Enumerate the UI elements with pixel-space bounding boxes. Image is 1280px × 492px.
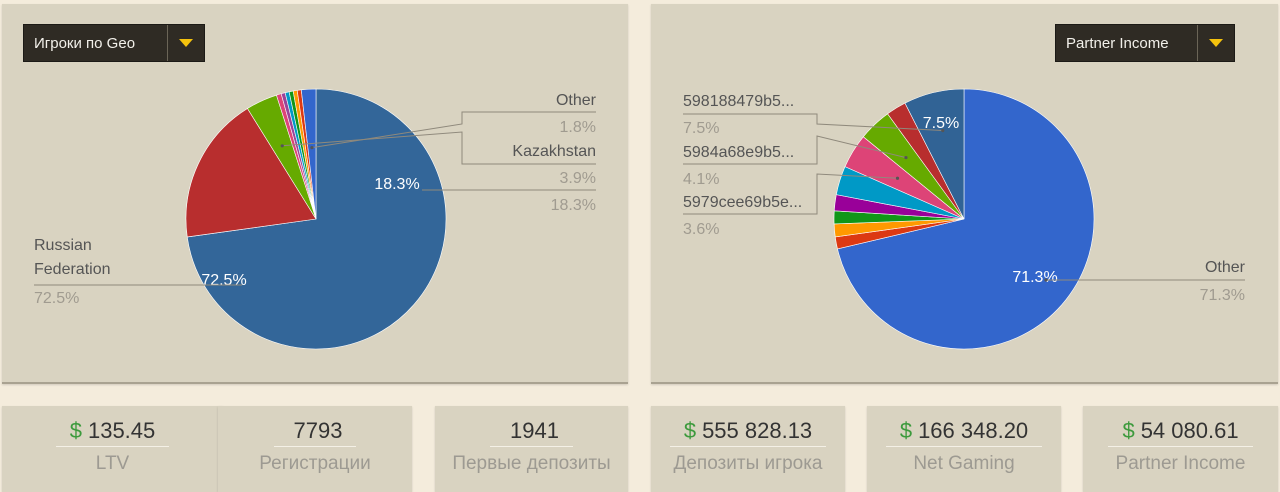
- partner-income-chart-panel: 71.3% 7.5% 598188479b5... 7.5% 5984a68e9b5..…: [651, 4, 1278, 384]
- geo-chart-selector-label: Игроки по Geo: [34, 34, 136, 52]
- callout-name: Kazakhstan: [512, 143, 596, 160]
- callout-leader-line: [683, 135, 907, 165]
- stat-card-net-gaming: $166 348.20 Net Gaming: [867, 406, 1061, 492]
- callout-leader-line: [282, 131, 596, 165]
- stat-value: $555 828.13: [669, 418, 827, 447]
- stat-label: Partner Income: [1115, 453, 1246, 474]
- callout-anchor-dot: [895, 176, 900, 180]
- callout-leader-line: [311, 111, 596, 149]
- stat-card-registrations: 7793 Регистрации: [218, 406, 412, 492]
- callout-anchor-dot: [310, 146, 314, 150]
- stat-value: $135.45: [55, 418, 170, 447]
- stat-number: 7793: [293, 418, 343, 443]
- callout-percent: 3.9%: [560, 170, 596, 187]
- callout-percent: 3.6%: [683, 221, 719, 238]
- stat-label: Net Gaming: [913, 453, 1015, 474]
- callout-anchor-dot: [1044, 278, 1048, 282]
- partner-pie-slice-9[interactable]: [904, 88, 965, 220]
- stat-label: LTV: [95, 453, 130, 474]
- geo-pie-slice-1[interactable]: [185, 108, 317, 238]
- stat-card-ltv: $135.45 LTV: [2, 406, 223, 492]
- callout-percent: 4.1%: [683, 171, 719, 188]
- slice-value-label: 18.3%: [374, 176, 419, 193]
- partner-income-selector-label: Partner Income: [1066, 34, 1169, 52]
- partner-income-chart-selector[interactable]: Partner Income: [1055, 24, 1235, 62]
- stat-card-partner-income: $54 080.61 Partner Income: [1083, 406, 1278, 492]
- dropdown-divider: [167, 25, 168, 61]
- stat-number: 54 080.61: [1140, 418, 1239, 443]
- geo-pie-slice-9[interactable]: [300, 88, 317, 220]
- geo-pie-chart: 72.5% 18.3% Other 1.8% Kazakhstan 3.9% 18.3% Ru…: [34, 88, 597, 350]
- stat-value: 7793: [273, 418, 357, 447]
- stat-number: 1941: [510, 418, 559, 443]
- currency-sign: $: [683, 418, 697, 443]
- callout-name: Federation: [34, 261, 111, 278]
- currency-sign: $: [1122, 418, 1135, 443]
- stat-label: Первые депозиты: [452, 453, 611, 474]
- stat-label: Депозиты игрока: [673, 453, 823, 474]
- stat-value: $54 080.61: [1108, 418, 1253, 447]
- stat-number: 135.45: [87, 418, 156, 443]
- callout-percent: 72.5%: [34, 290, 79, 307]
- currency-sign: $: [899, 418, 913, 443]
- callout-percent: 18.3%: [551, 197, 596, 214]
- stat-label: Регистрации: [259, 453, 371, 474]
- geo-pie-slice-0[interactable]: [186, 88, 447, 350]
- slice-value-label: 7.5%: [923, 115, 959, 132]
- callout-name: 5979cee69b5e...: [683, 194, 802, 211]
- partner-pie-slice-0[interactable]: [837, 88, 1095, 350]
- stat-card-player-deposits: $555 828.13 Депозиты игрока: [651, 406, 845, 492]
- currency-sign: $: [69, 418, 82, 443]
- slice-value-label: 71.3%: [1012, 269, 1057, 286]
- callout-percent: 1.8%: [560, 119, 596, 136]
- stat-card-first-deposits: 1941 Первые депозиты: [435, 406, 628, 492]
- chevron-down-icon[interactable]: [1198, 25, 1234, 61]
- geo-chart-selector[interactable]: Игроки по Geo: [23, 24, 205, 62]
- stat-number: 555 828.13: [702, 418, 813, 443]
- callout-leader-line: [683, 113, 943, 132]
- geo-chart-panel: 72.5% 18.3% Other 1.8% Kazakhstan 3.9% 18.3% Ru…: [2, 4, 628, 384]
- stat-value: 1941: [490, 418, 573, 447]
- callout-anchor-dot: [904, 155, 908, 160]
- callout-anchor-dot: [280, 144, 284, 148]
- callout-anchor-dot: [941, 128, 945, 133]
- callout-percent: 7.5%: [683, 120, 719, 137]
- chevron-down-icon[interactable]: [168, 25, 204, 61]
- callout-name: Other: [556, 92, 597, 109]
- stat-value: $166 348.20: [885, 418, 1043, 447]
- callout-percent: 71.3%: [1200, 287, 1245, 304]
- stat-number: 166 348.20: [918, 418, 1029, 443]
- dropdown-divider: [1197, 25, 1198, 61]
- partner-income-pie-chart: 71.3% 7.5% 598188479b5... 7.5% 5984a68e9b5..…: [683, 88, 1246, 350]
- callout-name: Other: [1205, 259, 1246, 276]
- callout-name: 5984a68e9b5...: [683, 144, 794, 161]
- callout-leader-line: [683, 173, 898, 215]
- callout-name: Russian: [34, 237, 92, 254]
- slice-value-label: 72.5%: [201, 272, 246, 289]
- callout-name: 598188479b5...: [683, 93, 794, 110]
